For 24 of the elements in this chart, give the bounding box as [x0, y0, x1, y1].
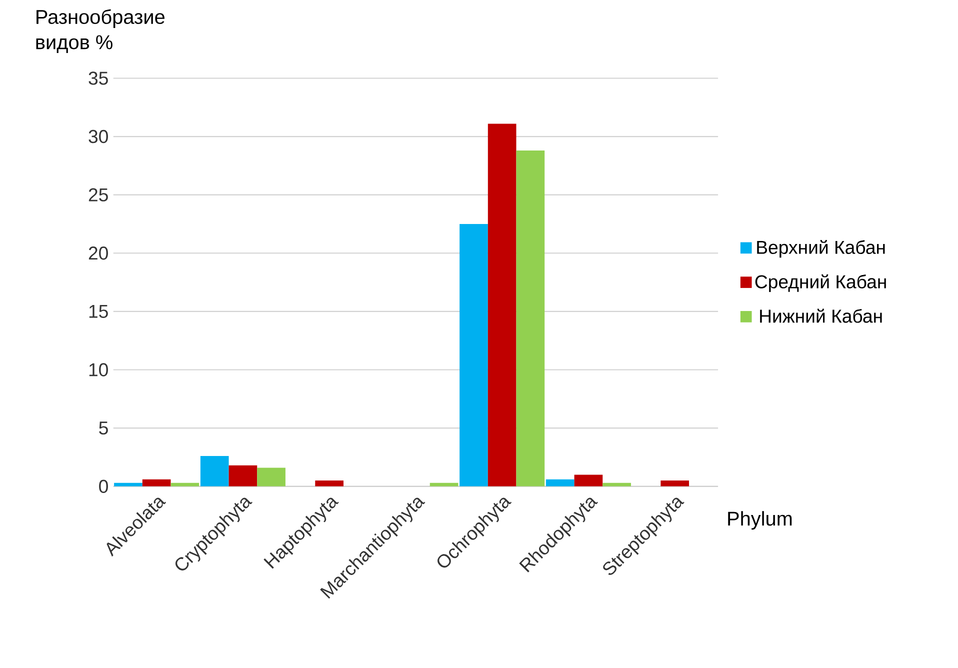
bar [142, 479, 171, 486]
y-tick-label: 30 [88, 130, 108, 144]
y-tick-label: 25 [88, 188, 108, 202]
bar [660, 480, 690, 486]
y-tick-label: 0 [99, 480, 108, 494]
y-axis-title: Разнообразие видов % [36, 9, 164, 54]
y-tick-label: 5 [99, 422, 108, 435]
x-axis-title: Phylum [728, 511, 792, 530]
bar [460, 224, 488, 486]
legend-label: Нижний Кабан [760, 308, 882, 323]
y-tick-label: 15 [89, 305, 108, 318]
bar [257, 468, 286, 486]
bar [574, 474, 603, 486]
bar [315, 480, 344, 486]
legend-label: Верхний Кабан [757, 240, 885, 258]
bar [546, 479, 574, 486]
bar [228, 465, 258, 486]
bar [516, 150, 545, 486]
y-tick-label: 35 [88, 72, 108, 85]
y-tick-label: 20 [88, 246, 108, 260]
y-tick-label: 10 [89, 363, 108, 376]
bar [488, 124, 516, 486]
legend-label: Средний Кабан [755, 274, 886, 292]
bar [200, 456, 229, 486]
